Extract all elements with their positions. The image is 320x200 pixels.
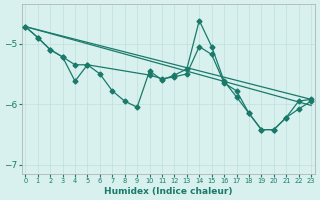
X-axis label: Humidex (Indice chaleur): Humidex (Indice chaleur)	[104, 187, 232, 196]
